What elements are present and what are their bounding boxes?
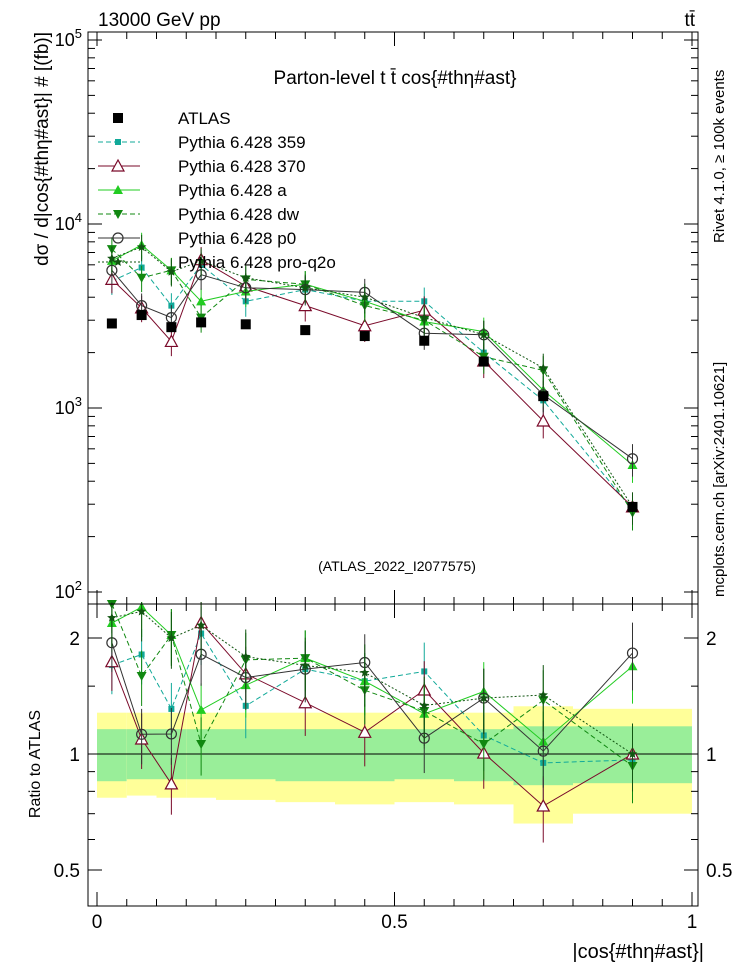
ratio-point-pq2o (360, 667, 370, 677)
ratio-point-p370 (164, 776, 179, 790)
legend-label-pq2o: Pythia 6.428 pro-q2o (178, 253, 336, 272)
ratio-point-pdw (136, 671, 147, 681)
series-point-pq2o (360, 292, 370, 302)
side-url-label: mcplots.cern.ch [arXiv:2401.10621] (711, 362, 728, 597)
ratio-point-pq2o (300, 660, 310, 670)
ratio-point-pq2o (196, 620, 206, 630)
legend-label-pdw: Pythia 6.428 dw (178, 205, 300, 224)
plot-title: Parton-level t t̄ cos{#thη#ast} (274, 68, 517, 89)
ratio-point-pq2o (241, 651, 251, 661)
x-tick-label: 1 (687, 912, 698, 933)
atlas-point (419, 335, 430, 346)
legend-marker-atlas (113, 113, 123, 123)
ratio-point-p370 (536, 798, 551, 812)
ratio-y-tick-label: 2 (69, 629, 80, 650)
y-axis-label: dσ / d|cos{#thη#ast}| # [(fb)] (32, 32, 53, 266)
ratio-point-p370 (357, 725, 372, 738)
ratio-point-pq2o (166, 633, 177, 642)
y-tick-label: 103 (55, 394, 82, 418)
series-point-pp0 (626, 453, 639, 465)
ratio-y-tick-label: 0.5 (706, 861, 732, 882)
ratio-point-pq2o (538, 690, 548, 700)
ratio-point-pp0 (537, 745, 549, 757)
series-point-pdw (136, 273, 147, 283)
series-point-pq2o (241, 272, 251, 282)
ratio-point-pp0 (136, 728, 148, 740)
ratio-point-pq2o (479, 693, 489, 703)
ratio-panel: 0.5 0.5 1 1 2 2 0 0.5 1 Ratio to ATLAS |cos{#th… (27, 600, 732, 963)
ratio-y-axis-label: Ratio to ATLAS (27, 710, 44, 818)
x-tick-label: 0 (92, 912, 103, 933)
atlas-point (359, 331, 370, 342)
series-point-pq2o (196, 255, 206, 265)
energy-label: 13000 GeV pp (98, 10, 221, 31)
ratio-point-pq2o (107, 612, 117, 622)
x-tick-label: 0.5 (381, 912, 407, 933)
y-tick-label: 104 (55, 210, 82, 234)
ratio-y-tick-label: 0.5 (54, 861, 80, 882)
atlas-point (240, 319, 251, 330)
ratio-band-inner (275, 729, 335, 782)
legend-marker-p359 (115, 139, 121, 145)
legend-marker-pq2o (113, 257, 123, 266)
atlas-point (478, 356, 489, 367)
atlas-point (166, 322, 177, 333)
series-point-pq2o (300, 282, 310, 292)
series-point-pq2o (419, 312, 429, 322)
atlas-point (196, 317, 207, 328)
ratio-frame (87, 603, 699, 907)
y-tick-label: 105 (55, 26, 82, 50)
legend-label-p359: Pythia 6.428 359 (178, 133, 306, 152)
legend-marker-pp0 (112, 232, 124, 244)
series-point-pq2o (479, 329, 489, 339)
process-label: tt̄ (684, 10, 695, 31)
ratio-y-tick-label: 2 (706, 629, 717, 650)
legend-marker-p370 (110, 158, 126, 172)
series-point-p370 (536, 413, 551, 427)
ratio-band-inner (97, 729, 127, 782)
atlas-point (300, 325, 311, 336)
y-tick-label: 102 (55, 578, 82, 602)
ratio-point-pp0 (626, 647, 639, 659)
ratio-y-tick-label: 1 (706, 745, 717, 766)
series-point-pq2o (107, 253, 117, 263)
x-axis-label: |cos{#thη#ast}| (572, 941, 704, 963)
ratio-point-pq2o (419, 700, 429, 710)
legend-marker-pdw (113, 210, 123, 219)
series-line-pp0 (111, 269, 633, 460)
ratio-point-pdw (196, 739, 207, 749)
rivet-label: Rivet 4.1.0, ≥ 100k events (711, 70, 728, 243)
analysis-tag: (ATLAS_2022_I2077575) (318, 558, 476, 574)
legend: ATLAS Pythia 6.428 359 Pythia 6.428 370 Pyt… (98, 109, 336, 272)
ratio-point-pq2o (627, 749, 638, 758)
ratio-point-pdw (478, 740, 489, 750)
atlas-point (627, 501, 638, 512)
series-point-pa (196, 296, 207, 306)
ratio-y-tick-label: 1 (69, 745, 80, 766)
series-line-p370 (111, 258, 633, 508)
series-line-pq2o (111, 246, 633, 508)
atlas-point (106, 318, 117, 329)
series-point-p370 (357, 318, 372, 332)
series-line-pdw (111, 248, 633, 513)
ratio-point-pp0 (165, 728, 177, 740)
legend-label-pp0: Pythia 6.428 p0 (178, 229, 296, 248)
atlas-point (136, 310, 147, 321)
atlas-point (538, 391, 549, 402)
legend-label-p370: Pythia 6.428 370 (178, 157, 306, 176)
series-point-pq2o (136, 242, 147, 251)
ratio-point-pq2o (136, 606, 147, 616)
series-point-p370 (164, 334, 179, 348)
series-point-pq2o (166, 266, 177, 276)
legend-marker-pa (113, 185, 123, 194)
legend-label-atlas: ATLAS (178, 109, 231, 128)
ratio-point-pa (196, 704, 207, 714)
main-panel: 102 103 104 105 Parton-level t t̄ cos{#thη#… (32, 26, 699, 605)
legend-label-pa: Pythia 6.428 a (178, 181, 287, 200)
series-point-pq2o (538, 363, 548, 372)
